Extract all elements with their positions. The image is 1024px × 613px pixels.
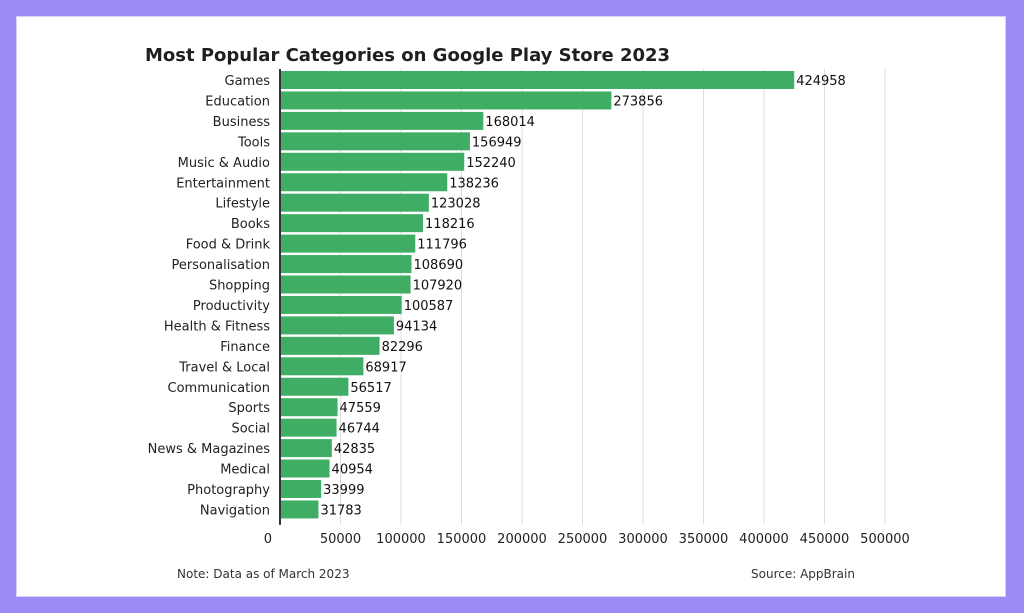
- category-label: Food & Drink: [186, 238, 271, 253]
- chart-title: Most Popular Categories on Google Play S…: [145, 45, 671, 66]
- category-label: Communication: [168, 381, 270, 396]
- chart-card: Most Popular Categories on Google Play S…: [16, 16, 1006, 597]
- category-label: News & Magazines: [148, 442, 271, 457]
- bar: [280, 459, 330, 478]
- bar: [280, 295, 402, 314]
- bar: [280, 377, 349, 396]
- category-label: Social: [231, 422, 270, 437]
- value-labels: 424958 273856 168014 156949 152240 138236 1230…: [320, 74, 845, 518]
- value-label: 273856: [613, 94, 663, 109]
- value-label: 156949: [472, 135, 522, 150]
- value-label: 123028: [431, 197, 481, 212]
- value-label: 47559: [340, 401, 381, 416]
- value-label: 100587: [404, 299, 454, 314]
- bar: [280, 357, 364, 376]
- category-label: Business: [213, 115, 271, 130]
- category-label: Navigation: [200, 503, 270, 518]
- category-label: Entertainment: [176, 176, 270, 191]
- value-label: 152240: [466, 156, 516, 171]
- value-label: 56517: [350, 381, 391, 396]
- category-label: Travel & Local: [178, 360, 270, 375]
- x-tick-label: 300000: [618, 532, 668, 547]
- bar: [280, 234, 416, 253]
- bar: [280, 91, 612, 110]
- bar: [280, 71, 795, 89]
- value-label: 82296: [382, 340, 423, 355]
- x-tick-label: 50000: [320, 532, 361, 547]
- value-label: 138236: [449, 176, 499, 191]
- value-label: 40954: [332, 463, 373, 478]
- bar: [280, 275, 411, 294]
- category-label: Education: [205, 94, 270, 109]
- category-label: Tools: [237, 135, 270, 150]
- category-label: Games: [225, 74, 271, 89]
- data-note: Note: Data as of March 2023: [177, 567, 350, 581]
- x-tick-label: 450000: [800, 532, 850, 547]
- bars: [280, 71, 795, 519]
- bar: [280, 111, 484, 130]
- category-label: Lifestyle: [215, 197, 270, 212]
- x-tick-label: 200000: [497, 532, 547, 547]
- bar: [280, 152, 465, 171]
- x-tick-label: 400000: [739, 532, 789, 547]
- x-tick-label: 0: [264, 532, 272, 547]
- bar-chart: Games Education Business Tools Music & Audio…: [148, 69, 910, 547]
- bar: [280, 500, 319, 519]
- category-labels: Games Education Business Tools Music & Audio…: [148, 74, 271, 518]
- category-label: Shopping: [209, 279, 270, 294]
- category-label: Music & Audio: [178, 156, 270, 171]
- category-label: Photography: [187, 483, 270, 498]
- value-label: 42835: [334, 442, 375, 457]
- bar: [280, 255, 412, 274]
- x-tick-label: 250000: [558, 532, 608, 547]
- value-label: 107920: [413, 279, 463, 294]
- x-tick-label: 150000: [437, 532, 487, 547]
- x-tick-label: 350000: [679, 532, 729, 547]
- value-label: 94134: [396, 319, 437, 334]
- category-label: Medical: [220, 463, 270, 478]
- value-label: 424958: [796, 74, 846, 89]
- bar: [280, 193, 429, 212]
- value-label: 33999: [323, 483, 364, 498]
- x-tick-label: 500000: [860, 532, 910, 547]
- value-label: 46744: [339, 422, 380, 437]
- category-label: Finance: [220, 340, 270, 355]
- value-label: 31783: [320, 503, 361, 518]
- bar: [280, 439, 332, 458]
- category-label: Health & Fitness: [164, 319, 270, 334]
- category-label: Personalisation: [171, 258, 270, 273]
- category-label: Sports: [228, 401, 270, 416]
- bar: [280, 173, 448, 192]
- bar: [280, 480, 322, 498]
- x-tick-label: 100000: [376, 532, 426, 547]
- bar: [280, 336, 380, 355]
- value-label: 68917: [365, 360, 406, 375]
- value-label: 111796: [417, 238, 467, 253]
- bar: [280, 398, 338, 417]
- category-label: Productivity: [193, 299, 270, 314]
- value-label: 108690: [414, 258, 464, 273]
- bar: [280, 418, 337, 437]
- bar: [280, 132, 470, 151]
- value-label: 168014: [485, 115, 535, 130]
- category-label: Books: [231, 217, 270, 232]
- x-axis-ticks: 0 50000 100000 150000 200000 250000 300000 3500…: [264, 532, 910, 547]
- bar: [280, 316, 394, 335]
- source-note: Source: AppBrain: [751, 567, 855, 581]
- bar: [280, 214, 424, 233]
- value-label: 118216: [425, 217, 475, 232]
